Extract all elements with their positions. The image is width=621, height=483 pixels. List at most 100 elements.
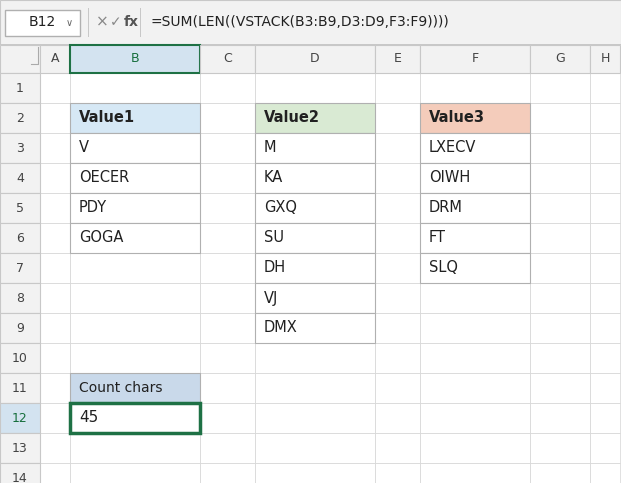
Bar [375, 45, 420, 73]
Bar [40, 193, 70, 223]
Text: GOGA: GOGA [79, 230, 124, 245]
Bar [255, 163, 375, 193]
Bar [200, 45, 255, 73]
Bar [255, 253, 375, 283]
Bar [375, 163, 420, 193]
Bar [70, 373, 200, 403]
Text: SLQ: SLQ [429, 260, 458, 275]
Bar [0, 313, 40, 343]
Bar [0, 44, 621, 45]
Text: C: C [223, 53, 232, 66]
Bar [420, 253, 530, 283]
Text: PDY: PDY [79, 200, 107, 215]
Bar [0, 433, 40, 463]
Text: 6: 6 [16, 231, 24, 244]
Bar [200, 343, 255, 373]
Text: 45: 45 [79, 411, 98, 426]
Bar [40, 45, 70, 73]
Bar [255, 103, 375, 133]
Text: A: A [51, 53, 59, 66]
Bar [40, 73, 70, 103]
Bar [255, 223, 375, 253]
Bar [0, 463, 40, 483]
Bar [70, 463, 200, 483]
Bar [70, 193, 200, 223]
Text: 2: 2 [16, 112, 24, 125]
Bar [530, 373, 590, 403]
Bar [40, 253, 70, 283]
Bar [0, 0, 621, 45]
Bar [200, 463, 255, 483]
Bar [255, 373, 375, 403]
Bar [420, 45, 530, 73]
Bar [590, 103, 620, 133]
Text: V: V [79, 141, 89, 156]
Bar [590, 343, 620, 373]
Bar [255, 223, 375, 253]
Bar [70, 433, 200, 463]
Bar [420, 373, 530, 403]
Bar [0, 133, 40, 163]
Text: H: H [601, 53, 610, 66]
Bar [590, 283, 620, 313]
Bar [40, 463, 70, 483]
Bar [255, 73, 375, 103]
Bar [40, 103, 70, 133]
Bar [590, 313, 620, 343]
Bar [200, 403, 255, 433]
Text: DMX: DMX [264, 321, 297, 336]
Bar [40, 283, 70, 313]
Text: Value2: Value2 [264, 111, 320, 126]
Bar [200, 283, 255, 313]
Text: 1: 1 [16, 82, 24, 95]
Bar [420, 403, 530, 433]
Text: FT: FT [429, 230, 446, 245]
Bar [375, 373, 420, 403]
Bar [40, 313, 70, 343]
Bar [420, 73, 530, 103]
Bar [375, 133, 420, 163]
Text: fx: fx [124, 15, 139, 29]
Bar [255, 133, 375, 163]
Bar [420, 343, 530, 373]
Bar [420, 103, 530, 133]
Bar [0, 163, 40, 193]
Bar [530, 193, 590, 223]
Bar [70, 103, 200, 133]
Bar [255, 433, 375, 463]
Bar [590, 133, 620, 163]
Bar [530, 163, 590, 193]
Bar [590, 163, 620, 193]
Bar [375, 463, 420, 483]
Bar [70, 223, 200, 253]
Bar [530, 343, 590, 373]
Bar [375, 73, 420, 103]
Text: 13: 13 [12, 441, 28, 455]
Bar [70, 163, 200, 193]
Bar [0, 253, 40, 283]
Bar [420, 253, 530, 283]
Bar [0, 373, 40, 403]
Bar [255, 283, 375, 313]
Bar [375, 253, 420, 283]
Bar [88, 8, 89, 37]
Bar [200, 313, 255, 343]
Bar [590, 433, 620, 463]
Bar [530, 433, 590, 463]
Bar [40, 133, 70, 163]
Bar [530, 283, 590, 313]
Text: 14: 14 [12, 471, 28, 483]
Bar [0, 403, 40, 433]
Bar [375, 103, 420, 133]
Bar [200, 253, 255, 283]
Bar [70, 373, 200, 403]
Bar [530, 133, 590, 163]
Bar [420, 283, 530, 313]
Bar [590, 253, 620, 283]
Bar [200, 433, 255, 463]
Bar [420, 163, 530, 193]
Bar [375, 403, 420, 433]
Bar [530, 103, 590, 133]
Bar [375, 313, 420, 343]
Text: Value3: Value3 [429, 111, 485, 126]
